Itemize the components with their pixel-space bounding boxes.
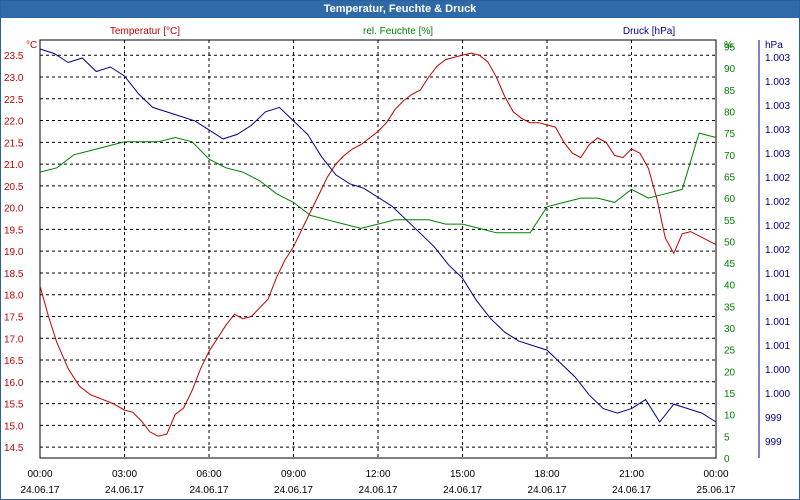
humidity-unit: %: [724, 40, 733, 51]
pressure-tick: 1.003: [765, 53, 790, 64]
pressure-tick: 1.000: [765, 365, 790, 376]
humidity-tick: 60: [724, 194, 736, 205]
humidity-tick: 35: [724, 302, 736, 313]
temperature-tick: 23.5: [4, 51, 24, 62]
plot-area: [39, 39, 717, 459]
humidity-tick: 25: [724, 346, 736, 357]
x-tick-time: 06:00: [196, 469, 221, 480]
humidity-tick: 55: [724, 216, 736, 227]
x-tick-date: 24.06.17: [105, 485, 144, 496]
temperature-tick: 18.0: [4, 291, 24, 302]
humidity-tick: 5: [724, 432, 730, 443]
temperature-tick: 19.5: [4, 225, 24, 236]
temperature-tick: 15.5: [4, 400, 24, 411]
humidity-tick: 50: [724, 237, 736, 248]
series-line-humidity: [39, 132, 717, 234]
temperature-tick: 21.5: [4, 138, 24, 149]
temperature-tick: 14.5: [4, 443, 24, 454]
humidity-tick: 15: [724, 389, 736, 400]
x-tick-date: 24.06.17: [190, 485, 229, 496]
pressure-tick: 1.003: [765, 77, 790, 88]
pressure-tick: 1.003: [765, 149, 790, 160]
pressure-tick: 999: [765, 437, 782, 448]
humidity-tick: 85: [724, 86, 736, 97]
pressure-tick: 1.001: [765, 317, 790, 328]
temperature-tick: 20.5: [4, 182, 24, 193]
humidity-tick: 95: [724, 42, 736, 53]
x-tick-date: 24.06.17: [528, 485, 567, 496]
temperature-tick: 18.5: [4, 269, 24, 280]
temperature-tick: 22.5: [4, 95, 24, 106]
series-line-pressure: [39, 48, 717, 423]
legend-label: Druck [hPa]: [623, 26, 675, 37]
humidity-tick: 70: [724, 151, 736, 162]
temperature-tick: 22.0: [4, 117, 24, 128]
temperature-tick: 15.0: [4, 421, 24, 432]
series-layer: [39, 48, 717, 437]
pressure-tick: 1.002: [765, 221, 790, 232]
x-tick-time: 09:00: [281, 469, 306, 480]
legend-label: rel. Feuchte [%]: [363, 26, 433, 37]
axis-layer: 00:00 24.06.17 03:00 24.06.17 06:00 24.06.17 0…: [4, 26, 790, 496]
temperature-tick: 19.0: [4, 247, 24, 258]
humidity-tick: 75: [724, 129, 736, 140]
pressure-tick: 999: [765, 413, 782, 424]
pressure-tick: 1.003: [765, 125, 790, 136]
x-tick-date: 24.06.17: [21, 485, 60, 496]
grid-lines: [40, 40, 716, 458]
x-tick-time: 18:00: [534, 469, 559, 480]
temperature-tick: 20.0: [4, 204, 24, 215]
x-tick-time: 15:00: [450, 469, 475, 480]
temperature-unit: °C: [26, 40, 37, 51]
pressure-tick: 1.000: [765, 389, 790, 400]
humidity-tick: 80: [724, 107, 736, 118]
x-tick-date: 24.06.17: [443, 485, 482, 496]
x-tick-date: 24.06.17: [612, 485, 651, 496]
humidity-tick: 0: [724, 454, 730, 465]
temperature-tick: 23.0: [4, 73, 24, 84]
pressure-tick: 1.002: [765, 245, 790, 256]
pressure-tick: 1.002: [765, 197, 790, 208]
pressure-tick: 1.003: [765, 101, 790, 112]
x-tick-date: 24.06.17: [359, 485, 398, 496]
temperature-tick: 16.5: [4, 356, 24, 367]
pressure-tick: 1.001: [765, 293, 790, 304]
x-tick-time: 03:00: [112, 469, 137, 480]
humidity-tick: 90: [724, 64, 736, 75]
x-tick-time: 12:00: [365, 469, 390, 480]
x-tick-date: 24.06.17: [274, 485, 313, 496]
x-tick-time: 21:00: [619, 469, 644, 480]
pressure-unit: hPa: [765, 40, 783, 51]
pressure-tick: 1.002: [765, 173, 790, 184]
humidity-tick: 40: [724, 281, 736, 292]
series-line-temperature: [39, 52, 717, 437]
humidity-tick: 10: [724, 411, 736, 422]
x-tick-date: 25.06.17: [697, 485, 736, 496]
pressure-tick: 1.001: [765, 341, 790, 352]
x-tick-time: 00:00: [703, 469, 728, 480]
x-tick-time: 00:00: [27, 469, 52, 480]
temperature-tick: 16.0: [4, 378, 24, 389]
temperature-tick: 17.0: [4, 334, 24, 345]
temperature-tick: 21.0: [4, 160, 24, 171]
humidity-tick: 30: [724, 324, 736, 335]
pressure-tick: 1.001: [765, 269, 790, 280]
humidity-tick: 65: [724, 172, 736, 183]
window-title: Temperatur, Feuchte & Druck: [1, 1, 799, 18]
legend-label: Temperatur [°C]: [110, 26, 180, 37]
temperature-tick: 17.5: [4, 312, 24, 323]
humidity-tick: 45: [724, 259, 736, 270]
humidity-tick: 20: [724, 367, 736, 378]
